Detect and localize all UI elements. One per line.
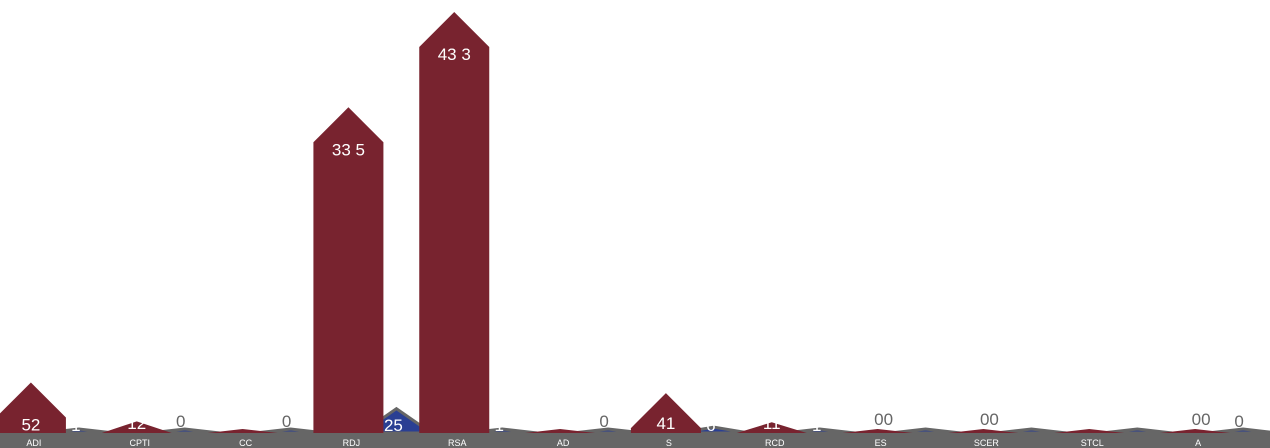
value-label-b: 25	[384, 416, 403, 435]
value-label-a: 11	[763, 414, 781, 433]
bar-series-a	[525, 429, 596, 433]
bar-series-a	[948, 429, 1019, 433]
value-label-a: 52	[21, 415, 40, 434]
value-label-a: 41	[656, 414, 675, 433]
value-label-a: 43 3	[438, 45, 471, 64]
bar-series-b	[890, 427, 961, 435]
category-label: RDJ	[343, 438, 361, 448]
bar-series-b	[1207, 427, 1270, 435]
bar-series-a	[101, 421, 172, 433]
bar-series-a	[207, 429, 278, 433]
category-label: S	[666, 438, 672, 448]
bar-series-b	[255, 427, 326, 435]
bar-series-a	[313, 107, 384, 434]
value-label-b: 1	[495, 416, 504, 435]
value-label-b: 6	[706, 416, 715, 435]
category-label: AD	[557, 438, 570, 448]
category-label: ADI	[26, 438, 41, 448]
category-label: RSA	[448, 438, 467, 448]
series-a-bars	[0, 12, 1231, 434]
category-label: SCER	[974, 438, 1000, 448]
value-label-a: 1	[1085, 414, 1094, 433]
bar-series-b	[1102, 427, 1173, 435]
value-label-b: 0	[176, 412, 185, 431]
value-label-b: 0	[599, 412, 608, 431]
value-label-a: 12	[127, 414, 146, 433]
value-label-a: 00	[1192, 410, 1211, 429]
axis-band	[0, 433, 1270, 448]
value-label-b: 1	[71, 416, 80, 435]
value-label-a: 1	[238, 414, 247, 433]
value-label-b: 0	[282, 412, 291, 431]
category-labels: ADI CPTI CC RDJ RSA AD S RCD ES SCER STCL A	[26, 438, 1201, 448]
bar-series-a	[630, 393, 701, 433]
bar-series-a	[1160, 429, 1231, 433]
bar-series-b	[996, 427, 1067, 435]
bar-series-a	[0, 382, 66, 433]
value-label-a: 00	[874, 410, 893, 429]
value-label-b: 1	[812, 416, 821, 435]
bar-series-a	[419, 12, 490, 433]
bar-series-a	[842, 429, 913, 433]
bar-series-a	[736, 422, 807, 433]
category-label: RCD	[765, 438, 785, 448]
category-label: CC	[239, 438, 252, 448]
value-label-b: 0	[1234, 412, 1243, 431]
value-label-a: 1	[555, 414, 564, 433]
bar-series-a	[1054, 429, 1125, 433]
value-label-a: 33 5	[332, 140, 365, 159]
category-label: ES	[875, 438, 887, 448]
category-label: CPTI	[129, 438, 150, 448]
value-label-a: 00	[980, 410, 999, 429]
category-label: A	[1195, 438, 1201, 448]
bar-series-b	[572, 427, 644, 435]
category-label: STCL	[1081, 438, 1104, 448]
